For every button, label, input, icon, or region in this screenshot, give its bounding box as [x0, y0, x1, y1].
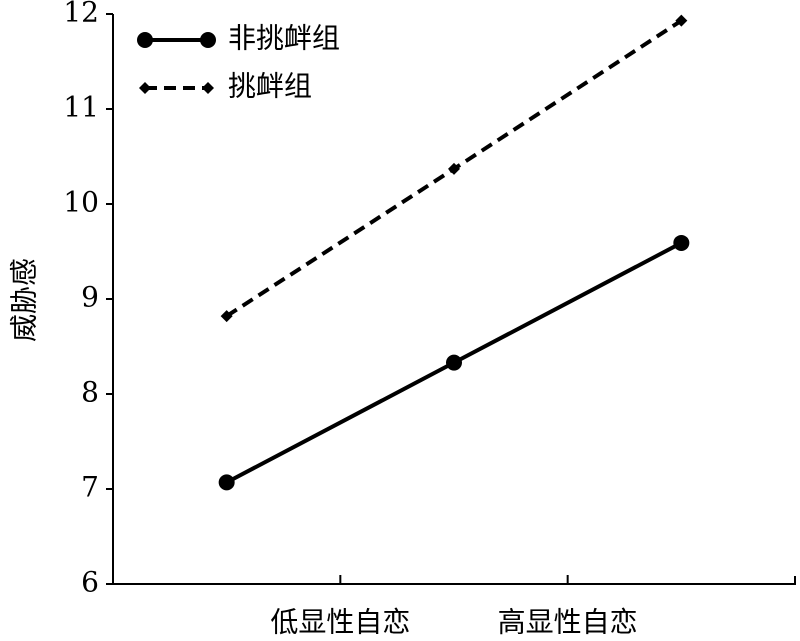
legend-label: 非挑衅组: [228, 22, 340, 55]
point: [673, 234, 690, 251]
legend-label: 挑衅组: [228, 70, 312, 103]
y-tick-label: 8: [81, 376, 99, 409]
x-tick-label: 低显性自恋: [270, 606, 410, 639]
point: [675, 14, 688, 27]
legend-marker: [200, 32, 216, 48]
point: [446, 354, 462, 371]
point: [220, 310, 233, 323]
y-tick-label: 7: [81, 471, 99, 504]
legend-marker: [139, 82, 151, 94]
x-tick-label: 高显性自恋: [498, 606, 638, 639]
y-tick-label: 11: [63, 91, 99, 124]
y-tick-label: 6: [81, 566, 99, 599]
y-tick-label: 9: [81, 281, 99, 314]
legend-marker: [137, 32, 153, 48]
y-tick-label: 12: [63, 0, 99, 29]
point: [218, 474, 235, 491]
point: [448, 162, 460, 175]
y-axis-label: 威胁感: [8, 258, 41, 342]
axes: [112, 14, 796, 585]
y-tick-label: 10: [63, 186, 99, 219]
legend-marker: [202, 82, 214, 94]
